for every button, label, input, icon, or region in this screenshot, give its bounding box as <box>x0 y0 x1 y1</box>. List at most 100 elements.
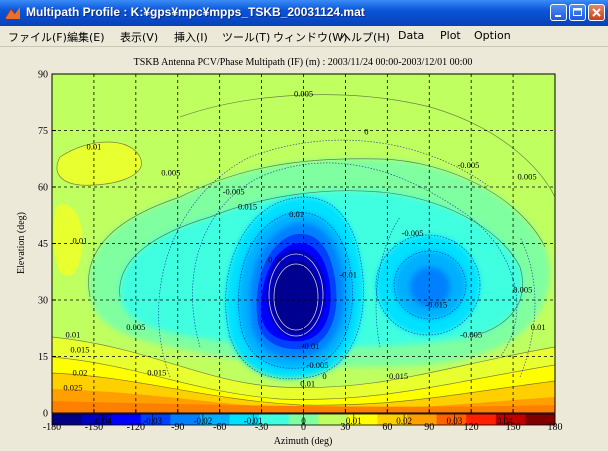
contour-label: 0.015 <box>70 345 89 355</box>
minimize-icon <box>555 15 561 17</box>
x-tick-label: 120 <box>464 422 479 433</box>
colorbar-segment <box>140 414 171 425</box>
contour-label: -0.005 <box>460 330 482 340</box>
contour-label: 0 <box>364 126 368 136</box>
colorbar-tick-label: 0.01 <box>346 416 362 426</box>
menu-edit[interactable]: 編集(E) <box>67 31 105 44</box>
y-axis: 0 15 30 45 60 75 90 <box>38 70 56 420</box>
colorbar-segment <box>52 414 83 425</box>
maximize-button[interactable] <box>569 4 586 21</box>
colorbar-segment <box>525 414 556 425</box>
colorbar-tick-label: 0 <box>301 416 306 426</box>
x-tick-label: 180 <box>548 422 563 433</box>
contour-label: 0.005 <box>161 168 180 178</box>
y-tick-label: 60 <box>38 183 48 194</box>
contour-label: -0.005 <box>306 360 328 370</box>
contour-label: 0.005 <box>126 322 145 332</box>
contour-label: -0.005 <box>401 228 423 238</box>
colorbar-segment <box>466 414 497 425</box>
colorbar-segment <box>111 414 142 425</box>
window-titlebar: Multipath Profile : K:¥gps¥mpc¥mpps_TSKB… <box>0 0 608 26</box>
x-tick-label: 0 <box>301 422 306 433</box>
figure-area: TSKB Antenna PCV/Phase Multipath (IF) (m… <box>0 47 608 447</box>
menu-plot[interactable]: Plot <box>440 29 461 42</box>
contour-label: -0.01 <box>339 269 357 279</box>
contour-label: 0.01 <box>268 254 283 264</box>
menu-tools[interactable]: ツール(T) <box>222 31 271 44</box>
x-tick-label: -150 <box>85 422 103 433</box>
contour-label: 0.01 <box>86 141 101 151</box>
y-tick-label: 30 <box>38 296 48 307</box>
colorbar-segment <box>436 414 467 425</box>
x-tick-label: -90 <box>171 422 184 433</box>
x-tick-label: -60 <box>213 422 226 433</box>
contour-labels: 0.0050.010.0050-0.0050.0050.01-0.005-0.0… <box>63 89 545 393</box>
y-tick-label: 90 <box>38 70 48 81</box>
colorbar-segment <box>229 414 260 425</box>
contour-label: 0.02 <box>73 367 88 377</box>
menu-option[interactable]: Option <box>474 29 511 42</box>
y-tick-label: 45 <box>38 239 48 250</box>
contour-label: 0.025 <box>63 382 82 392</box>
contour-label: 0.01 <box>73 236 88 246</box>
colorbar-tick-label: -0.02 <box>194 416 213 426</box>
colorbar-segment <box>377 414 408 425</box>
contour-label: 0.005 <box>513 284 532 294</box>
colorbar-tick-label: 0.02 <box>396 416 412 426</box>
colorbar-tick-label: -0.04 <box>93 416 112 426</box>
matlab-app-icon <box>5 7 20 19</box>
colorbar-segment <box>347 414 378 425</box>
colorbar-segment <box>407 414 438 425</box>
x-tick-label: 30 <box>340 422 350 433</box>
contour-label: 0.015 <box>238 202 257 212</box>
contour-label: -0.005 <box>223 187 245 197</box>
y-tick-label: 75 <box>38 126 48 137</box>
contour-label: 0.01 <box>66 330 81 340</box>
menubar: ファイル(F) 編集(E) 表示(V) 挿入(I) ツール(T) ウィンドウ(W… <box>0 26 608 47</box>
colorbar-segment <box>318 414 349 425</box>
menu-data[interactable]: Data <box>398 29 425 42</box>
x-tick-label: -120 <box>127 422 145 433</box>
contour-label: 0 <box>322 371 326 381</box>
menu-file[interactable]: ファイル(F) <box>8 31 67 44</box>
contour-label: 0.01 <box>531 322 546 332</box>
colorbar-segment <box>495 414 526 425</box>
multipath-contour-plot[interactable]: TSKB Antenna PCV/Phase Multipath (IF) (m… <box>0 47 608 447</box>
menu-window[interactable]: ウィンドウ(W) <box>273 31 348 44</box>
colorbar-segment <box>199 414 231 425</box>
contour-label: -0.01 <box>302 341 320 351</box>
menu-help[interactable]: ヘルプ(H) <box>340 31 390 44</box>
colorbar: -0.04 -0.03 -0.02 -0.01 0 0.01 0.02 0.03 0.04 <box>51 413 556 426</box>
minimize-button[interactable] <box>550 4 567 21</box>
colorbar-tick-label: -0.03 <box>143 416 162 426</box>
contour-label: 0.01 <box>300 379 315 389</box>
colorbar-tick-label: -0.01 <box>244 416 263 426</box>
y-axis-label: Elevation (deg) <box>16 212 27 274</box>
contour-label: 0.005 <box>294 89 313 99</box>
grid-lines <box>52 74 555 413</box>
colorbar-tick-label: 0.03 <box>447 416 463 426</box>
x-tick-label: 150 <box>506 422 521 433</box>
contour-label: 0.015 <box>389 371 408 381</box>
x-tick-label: 90 <box>424 422 434 433</box>
y-tick-label: 0 <box>43 409 48 420</box>
contour-label: 0.015 <box>147 367 166 377</box>
x-tick-label: 60 <box>382 422 392 433</box>
menu-insert[interactable]: 挿入(I) <box>174 31 208 44</box>
x-tick-label: -30 <box>255 422 268 433</box>
contour-label: 0.005 <box>517 171 536 181</box>
maximize-icon <box>573 8 582 16</box>
x-axis: -180 -150 -120 -90 -60 -30 0 30 60 90 120 150 180 <box>43 409 563 433</box>
close-button[interactable] <box>588 4 605 21</box>
contour-label: 0.01 <box>289 209 304 219</box>
menu-view[interactable]: 表示(V) <box>120 31 159 44</box>
x-axis-label: Azimuth (deg) <box>274 436 333 447</box>
colorbar-tick-label: 0.04 <box>497 416 513 426</box>
x-tick-label: -180 <box>43 422 61 433</box>
contour-label: -0.005 <box>457 160 479 170</box>
colorbar-segment <box>170 414 201 425</box>
chart-title: TSKB Antenna PCV/Phase Multipath (IF) (m… <box>134 57 473 68</box>
close-icon <box>592 8 601 17</box>
colorbar-segment <box>81 414 112 425</box>
colorbar-segment <box>259 414 290 425</box>
